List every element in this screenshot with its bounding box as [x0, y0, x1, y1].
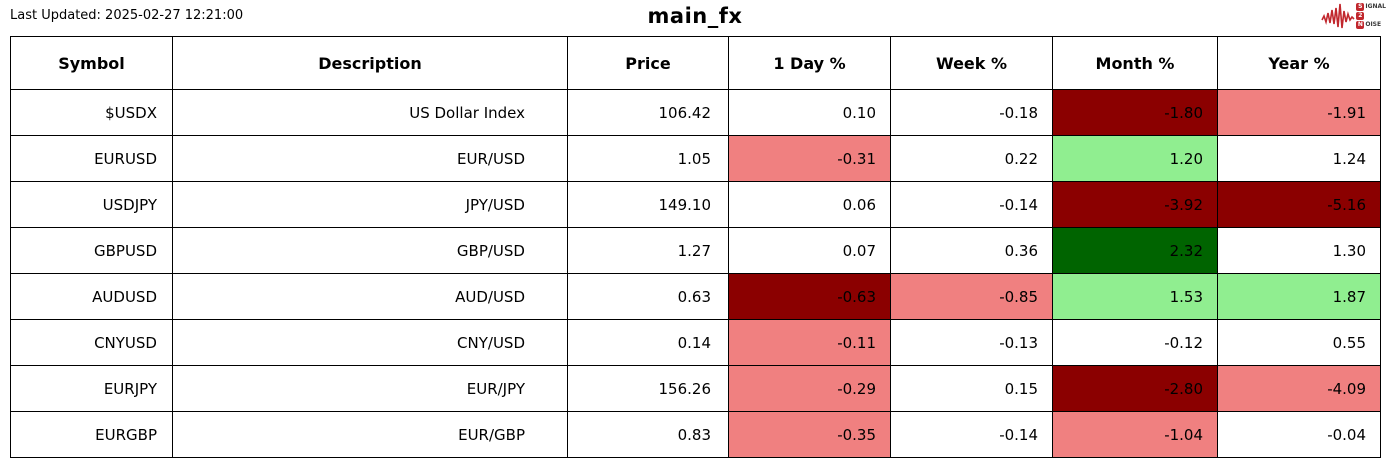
signal-waveform-icon [1321, 1, 1355, 31]
table-row: EURGBP EUR/GBP 0.83 -0.35 -0.14 -1.04 -0.04 [10, 411, 1381, 458]
cell-day: 0.07 [728, 227, 891, 274]
cell-month: -0.12 [1052, 319, 1218, 366]
cell-week: -0.18 [890, 89, 1053, 136]
cell-month: 1.20 [1052, 135, 1218, 182]
cell-price: 156.26 [567, 365, 729, 412]
header-row: Symbol Description Price 1 Day % Week % … [10, 36, 1381, 90]
cell-price: 0.14 [567, 319, 729, 366]
cell-year: 1.87 [1217, 273, 1381, 320]
table-row: GBPUSD GBP/USD 1.27 0.07 0.36 2.32 1.30 [10, 227, 1381, 274]
cell-year: -4.09 [1217, 365, 1381, 412]
cell-year: -1.91 [1217, 89, 1381, 136]
cell-symbol: AUDUSD [10, 273, 173, 320]
col-header-description: Description [172, 36, 568, 90]
signal2noise-logo: S IGNAL 2 N OISE [1321, 1, 1386, 31]
logo-text: S IGNAL 2 N OISE [1356, 3, 1386, 29]
cell-day: -0.31 [728, 135, 891, 182]
cell-description: AUD/USD [172, 273, 568, 320]
cell-price: 0.83 [567, 411, 729, 458]
table-row: EURUSD EUR/USD 1.05 -0.31 0.22 1.20 1.24 [10, 135, 1381, 182]
cell-year: -5.16 [1217, 181, 1381, 228]
cell-day: -0.29 [728, 365, 891, 412]
cell-description: EUR/GBP [172, 411, 568, 458]
cell-symbol: $USDX [10, 89, 173, 136]
table-row: AUDUSD AUD/USD 0.63 -0.63 -0.85 1.53 1.87 [10, 273, 1381, 320]
cell-week: 0.36 [890, 227, 1053, 274]
logo-badge-2: 2 [1356, 12, 1365, 20]
cell-year: 1.30 [1217, 227, 1381, 274]
logo-text-ignal: IGNAL [1365, 3, 1386, 10]
cell-year: 0.55 [1217, 319, 1381, 366]
cell-month: -3.92 [1052, 181, 1218, 228]
cell-month: 2.32 [1052, 227, 1218, 274]
cell-day: 0.10 [728, 89, 891, 136]
cell-symbol: GBPUSD [10, 227, 173, 274]
cell-description: EUR/USD [172, 135, 568, 182]
top-bar: Last Updated: 2025-02-27 12:21:00 main_f… [0, 0, 1390, 36]
table-row: $USDX US Dollar Index 106.42 0.10 -0.18 -1.80… [10, 89, 1381, 136]
cell-symbol: EURUSD [10, 135, 173, 182]
page-title: main_fx [647, 4, 743, 28]
logo-badge-n: N [1356, 21, 1365, 29]
table-row: USDJPY JPY/USD 149.10 0.06 -0.14 -3.92 -5.16 [10, 181, 1381, 228]
cell-year: -0.04 [1217, 411, 1381, 458]
cell-week: -0.14 [890, 181, 1053, 228]
cell-week: -0.85 [890, 273, 1053, 320]
cell-day: -0.35 [728, 411, 891, 458]
cell-price: 1.05 [567, 135, 729, 182]
cell-symbol: EURJPY [10, 365, 173, 412]
last-updated-timestamp: Last Updated: 2025-02-27 12:21:00 [10, 8, 244, 23]
cell-week: -0.14 [890, 411, 1053, 458]
cell-description: EUR/JPY [172, 365, 568, 412]
cell-day: 0.06 [728, 181, 891, 228]
cell-day: -0.11 [728, 319, 891, 366]
cell-description: US Dollar Index [172, 89, 568, 136]
cell-month: 1.53 [1052, 273, 1218, 320]
col-header-month: Month % [1052, 36, 1218, 90]
col-header-year: Year % [1217, 36, 1381, 90]
cell-month: -1.04 [1052, 411, 1218, 458]
cell-symbol: USDJPY [10, 181, 173, 228]
col-header-week: Week % [890, 36, 1053, 90]
logo-text-oise: OISE [1365, 21, 1382, 28]
col-header-1day: 1 Day % [728, 36, 891, 90]
cell-price: 0.63 [567, 273, 729, 320]
cell-week: 0.15 [890, 365, 1053, 412]
cell-month: -1.80 [1052, 89, 1218, 136]
cell-description: JPY/USD [172, 181, 568, 228]
col-header-symbol: Symbol [10, 36, 173, 90]
cell-symbol: CNYUSD [10, 319, 173, 366]
cell-price: 1.27 [567, 227, 729, 274]
table-row: EURJPY EUR/JPY 156.26 -0.29 0.15 -2.80 -4.09 [10, 365, 1381, 412]
cell-month: -2.80 [1052, 365, 1218, 412]
fx-table: Symbol Description Price 1 Day % Week % … [10, 36, 1381, 458]
col-header-price: Price [567, 36, 729, 90]
cell-description: CNY/USD [172, 319, 568, 366]
cell-year: 1.24 [1217, 135, 1381, 182]
table-row: CNYUSD CNY/USD 0.14 -0.11 -0.13 -0.12 0.55 [10, 319, 1381, 366]
cell-week: -0.13 [890, 319, 1053, 366]
cell-week: 0.22 [890, 135, 1053, 182]
cell-symbol: EURGBP [10, 411, 173, 458]
cell-price: 106.42 [567, 89, 729, 136]
cell-day: -0.63 [728, 273, 891, 320]
cell-description: GBP/USD [172, 227, 568, 274]
logo-badge-s: S [1356, 3, 1365, 11]
cell-price: 149.10 [567, 181, 729, 228]
